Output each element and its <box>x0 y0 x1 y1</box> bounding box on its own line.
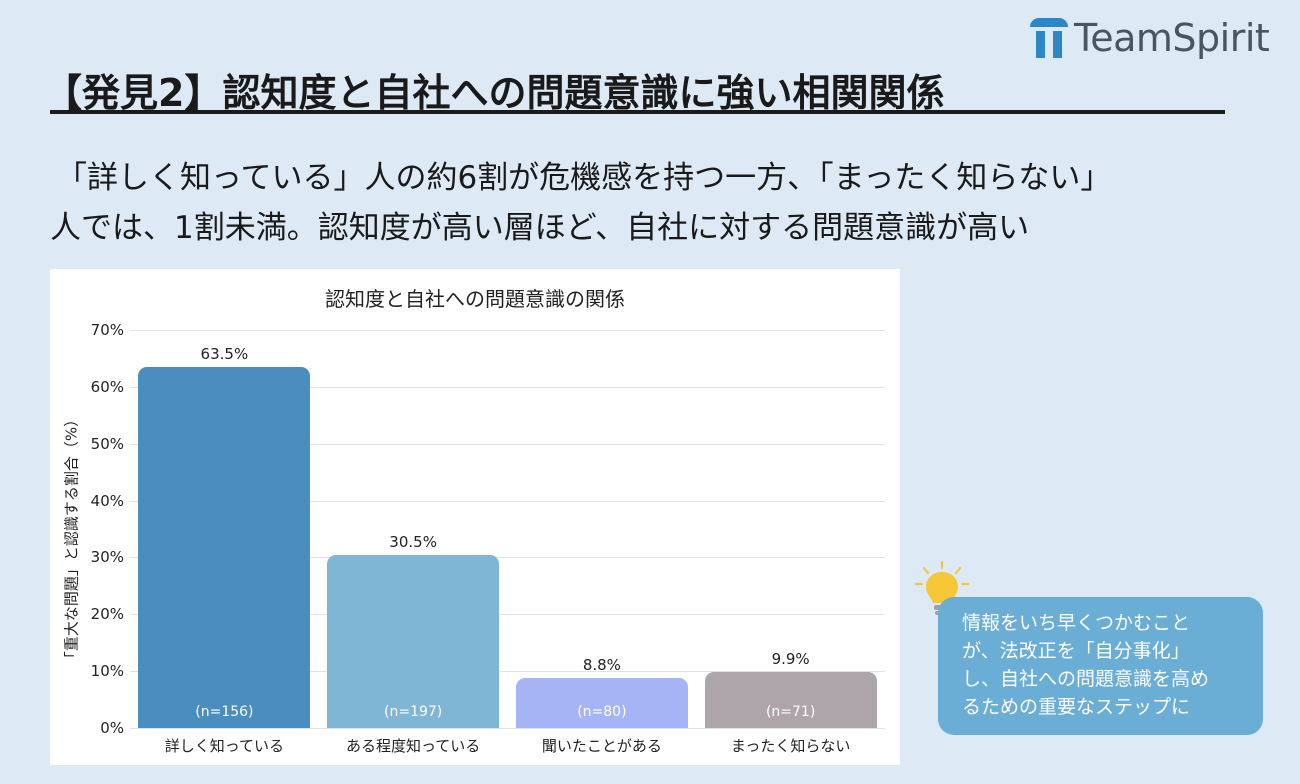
callout-text: 情報をいち早くつかむこと が、法改正を「自分事化」 し、自社への問題意識を高め … <box>962 612 1210 718</box>
x-tick-label: 聞いたことがある <box>541 737 662 755</box>
x-tick-label: ある程度知っている <box>345 737 481 755</box>
subtitle-line-2: 人では、1割未満。認知度が高い層ほど、自社に対する問題意識が高い <box>50 210 1030 246</box>
y-tick-label: 60% <box>90 377 124 396</box>
data-label: 30.5% <box>389 532 437 551</box>
logo-icon <box>1030 18 1068 58</box>
gridline <box>130 671 885 673</box>
x-tick-label: 詳しく知っている <box>164 737 284 755</box>
gridline <box>130 443 885 445</box>
title-underline <box>50 110 1225 114</box>
data-label: 63.5% <box>200 344 249 363</box>
sample-size-label: (n=197) <box>384 704 443 720</box>
y-tick-label: 40% <box>90 491 124 510</box>
data-label: 8.8% <box>582 655 621 674</box>
y-tick-label: 50% <box>90 434 124 453</box>
gridline <box>130 330 885 331</box>
sample-size-label: (n=71) <box>765 704 816 720</box>
bar <box>138 366 311 728</box>
y-tick-label: 0% <box>100 719 124 737</box>
y-axis-label-wrap: 「重大な問題」と認識する割合（%） <box>58 379 84 699</box>
sample-size-label: (n=156) <box>195 704 254 720</box>
logo-text: TeamSpirit <box>1074 16 1270 60</box>
y-tick-label: 10% <box>90 662 124 681</box>
callout-box: 情報をいち早くつかむこと が、法改正を「自分事化」 し、自社への問題意識を高め … <box>938 597 1263 735</box>
chart-panel: 認知度と自社への問題意識の関係 「重大な問題」と認識する割合（%） 0% 10% 2… <box>50 269 900 765</box>
chart-title: 認知度と自社への問題意識の関係 <box>325 287 625 311</box>
x-tick-label: まったく知らない <box>730 737 851 755</box>
bar <box>515 677 688 728</box>
y-tick-label: 30% <box>90 548 124 567</box>
y-axis-label: 「重大な問題」と認識する割合（%） <box>62 411 81 667</box>
sample-size-label: (n=80) <box>577 704 627 720</box>
teamspirit-logo: TeamSpirit <box>1030 16 1270 60</box>
gridline <box>130 557 885 559</box>
gridline <box>130 386 885 388</box>
subtitle-line-1: 「詳しく知っている」人の約6割が危機感を持つ一方、「まったく知らない」 <box>56 160 1112 196</box>
page-title: 【発見2】認知度と自社への問題意識に強い相関関係 <box>44 71 945 115</box>
y-tick-label: 20% <box>90 605 124 624</box>
gridline <box>130 500 885 502</box>
y-tick-label: 70% <box>90 321 124 339</box>
bar <box>327 554 500 728</box>
bar <box>704 671 877 728</box>
gridline <box>130 614 885 616</box>
data-label: 9.9% <box>771 649 810 668</box>
gridline <box>130 728 885 729</box>
